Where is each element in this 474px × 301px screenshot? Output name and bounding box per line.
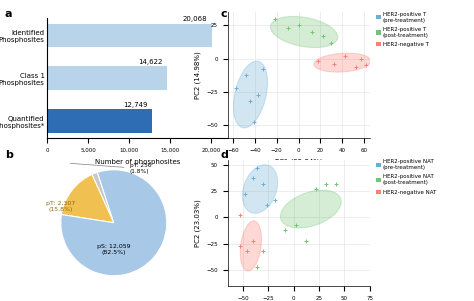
Point (352, 64, 359, 69)
Bar (47, 23, 212, 47)
Point (308, 29, 316, 34)
Point (249, 238, 257, 243)
Point (319, 34, 327, 39)
Point (284, 26, 292, 30)
Ellipse shape (281, 190, 341, 228)
Y-axis label: PC2 (23.03%): PC2 (23.03%) (194, 199, 201, 247)
Text: 14,622: 14,622 (139, 59, 163, 65)
Point (232, 85, 240, 90)
Point (236, 213, 244, 218)
Bar (47, 67, 167, 90)
Point (253, 265, 261, 269)
Point (236, 244, 244, 248)
Y-axis label: PC2 (14.98%): PC2 (14.98%) (194, 51, 201, 99)
Point (363, 63, 370, 68)
Point (332, 181, 340, 186)
Point (315, 59, 322, 64)
Text: 20,068: 20,068 (183, 17, 208, 23)
Ellipse shape (271, 17, 337, 48)
Point (255, 92, 262, 97)
Point (282, 228, 289, 232)
Wedge shape (61, 170, 167, 276)
Ellipse shape (314, 53, 371, 72)
Point (302, 238, 310, 243)
Text: c: c (220, 9, 227, 19)
Point (259, 67, 266, 72)
Point (253, 166, 261, 170)
Point (341, 54, 348, 58)
Text: pY: 256
(1.8%): pY: 256 (1.8%) (70, 163, 151, 174)
Point (246, 99, 254, 104)
Point (312, 187, 319, 191)
Text: pS: 12,059
(82.5%): pS: 12,059 (82.5%) (97, 244, 130, 255)
Point (243, 249, 251, 253)
Point (250, 120, 257, 125)
Point (272, 197, 279, 202)
Ellipse shape (240, 221, 262, 271)
Point (328, 40, 335, 45)
Text: d: d (220, 150, 228, 160)
Legend: HER2-positive T
(pre-treatment), HER2-positive T
(post-treatment), HER2-negative: HER2-positive T (pre-treatment), HER2-po… (374, 10, 431, 49)
Point (264, 203, 271, 207)
Point (249, 176, 257, 181)
Ellipse shape (234, 61, 267, 128)
Point (292, 222, 300, 227)
Legend: HER2-positive NAT
(pre-treatment), HER2-positive NAT
(post-treatment), HER2-nega: HER2-positive NAT (pre-treatment), HER2-… (374, 157, 438, 197)
Ellipse shape (242, 165, 278, 213)
Text: b: b (5, 150, 13, 160)
Point (259, 181, 267, 186)
Point (241, 192, 248, 197)
Wedge shape (92, 172, 114, 223)
Text: a: a (5, 9, 12, 19)
X-axis label: PC1 (25.84%): PC1 (25.84%) (275, 159, 322, 165)
Text: 12,749: 12,749 (123, 102, 148, 108)
Wedge shape (62, 175, 114, 223)
Point (259, 249, 267, 253)
Point (322, 181, 330, 186)
Bar (47, 109, 152, 133)
Point (295, 23, 302, 28)
Point (242, 72, 250, 77)
X-axis label: Number of phosphosites: Number of phosphosites (95, 159, 180, 165)
Text: pT: 2,307
(15.8%): pT: 2,307 (15.8%) (46, 201, 75, 212)
Point (330, 61, 337, 66)
Point (271, 16, 278, 21)
Point (357, 56, 365, 61)
